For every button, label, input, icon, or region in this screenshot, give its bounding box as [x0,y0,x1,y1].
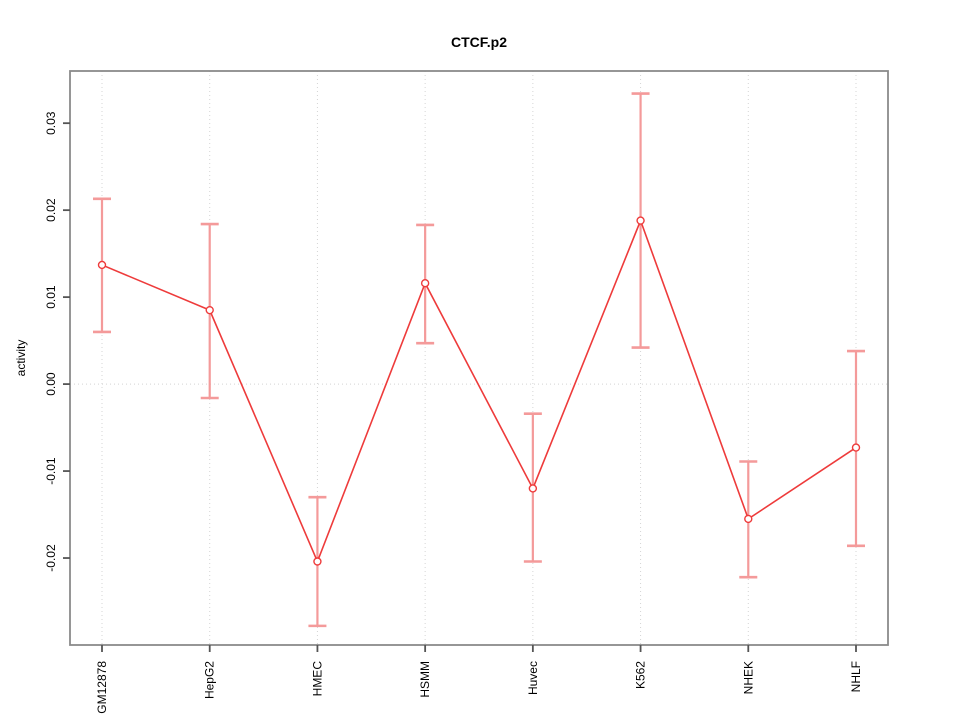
data-point-marker [205,305,214,315]
plot-box [69,70,889,646]
chart-title: CTCF.p2 [451,34,507,50]
x-category-label: NHEK [741,661,755,694]
x-category-label: HMEC [310,661,324,697]
y-tick-label: 0.01 [44,285,58,309]
gridlines [70,71,888,645]
plot-box-border [69,70,889,646]
x-category-label: GM12878 [95,661,109,714]
data-point-marker [313,557,322,566]
y-tick-label: 0.03 [44,111,58,135]
y-tick-label: 0.02 [44,198,58,222]
data-point-marker [744,514,753,524]
y-tick-label: -0.01 [44,457,58,485]
data-series [93,92,865,628]
y-axis-title: activity [14,340,28,377]
x-category-label: NHLF [849,661,863,692]
data-point-marker [528,484,538,493]
x-category-label: Huvec [526,661,540,695]
x-category-label: K562 [634,661,648,689]
y-tick-label: 0.00 [44,372,58,396]
x-category-label: HepG2 [203,661,217,699]
data-point-marker [97,260,107,270]
x-category-label: HSMM [418,661,432,698]
y-tick-label: -0.02 [44,544,58,572]
series-line [101,218,857,564]
axes: -0.02 -0.01 0.00 0.01 0.02 0.03 GM12878 HepG2 HM… [44,111,863,714]
data-point-marker [420,279,430,288]
data-point-marker [851,443,861,452]
data-point-marker [636,216,645,225]
